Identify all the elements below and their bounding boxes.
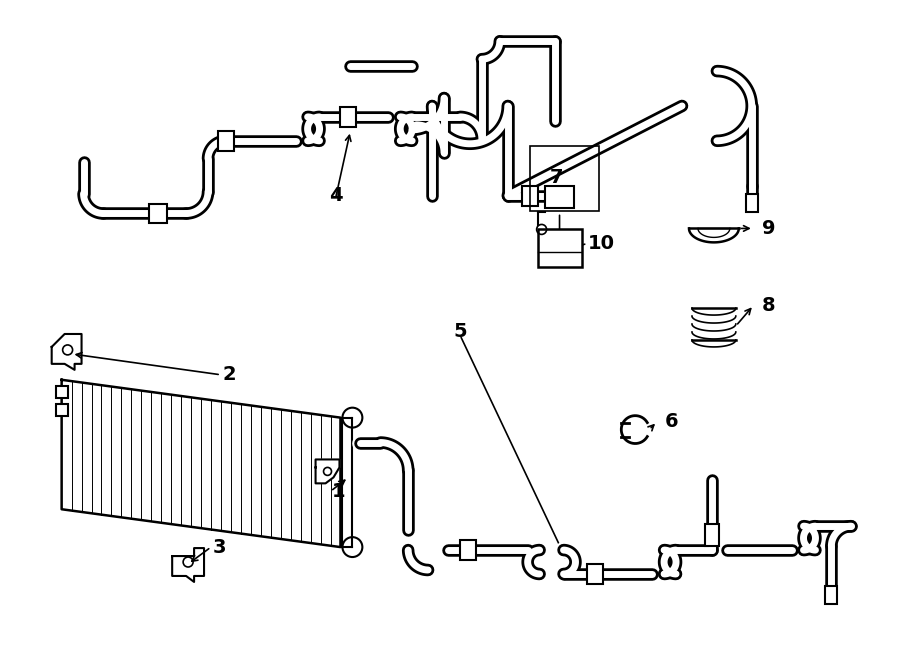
Polygon shape [692,308,736,315]
Bar [746,194,758,212]
Bar [56,404,68,416]
Polygon shape [692,340,736,347]
Bar [149,204,167,223]
Text: 3: 3 [212,537,226,557]
Polygon shape [316,459,339,483]
Text: 4: 4 [328,186,342,205]
Bar [588,564,603,584]
Bar [340,107,356,127]
Bar [544,186,574,208]
Bar [825,586,837,604]
Bar [530,146,599,210]
Text: 8: 8 [761,295,775,315]
Text: 5: 5 [453,323,467,342]
Bar [522,186,537,206]
Bar [460,540,476,560]
Text: 9: 9 [761,219,775,238]
Bar [537,229,582,267]
Polygon shape [172,548,204,582]
Text: 6: 6 [665,412,679,431]
Polygon shape [692,324,736,331]
Polygon shape [51,334,82,370]
Circle shape [343,537,363,557]
Bar [56,386,68,398]
Text: 1: 1 [332,482,346,501]
Polygon shape [692,316,736,323]
Text: 2: 2 [222,366,236,384]
Polygon shape [689,229,739,243]
Bar [705,524,719,546]
Bar [218,131,234,151]
Polygon shape [61,380,340,547]
Polygon shape [692,332,736,339]
Text: 7: 7 [550,168,563,187]
Circle shape [343,408,363,428]
Text: 10: 10 [588,234,615,253]
